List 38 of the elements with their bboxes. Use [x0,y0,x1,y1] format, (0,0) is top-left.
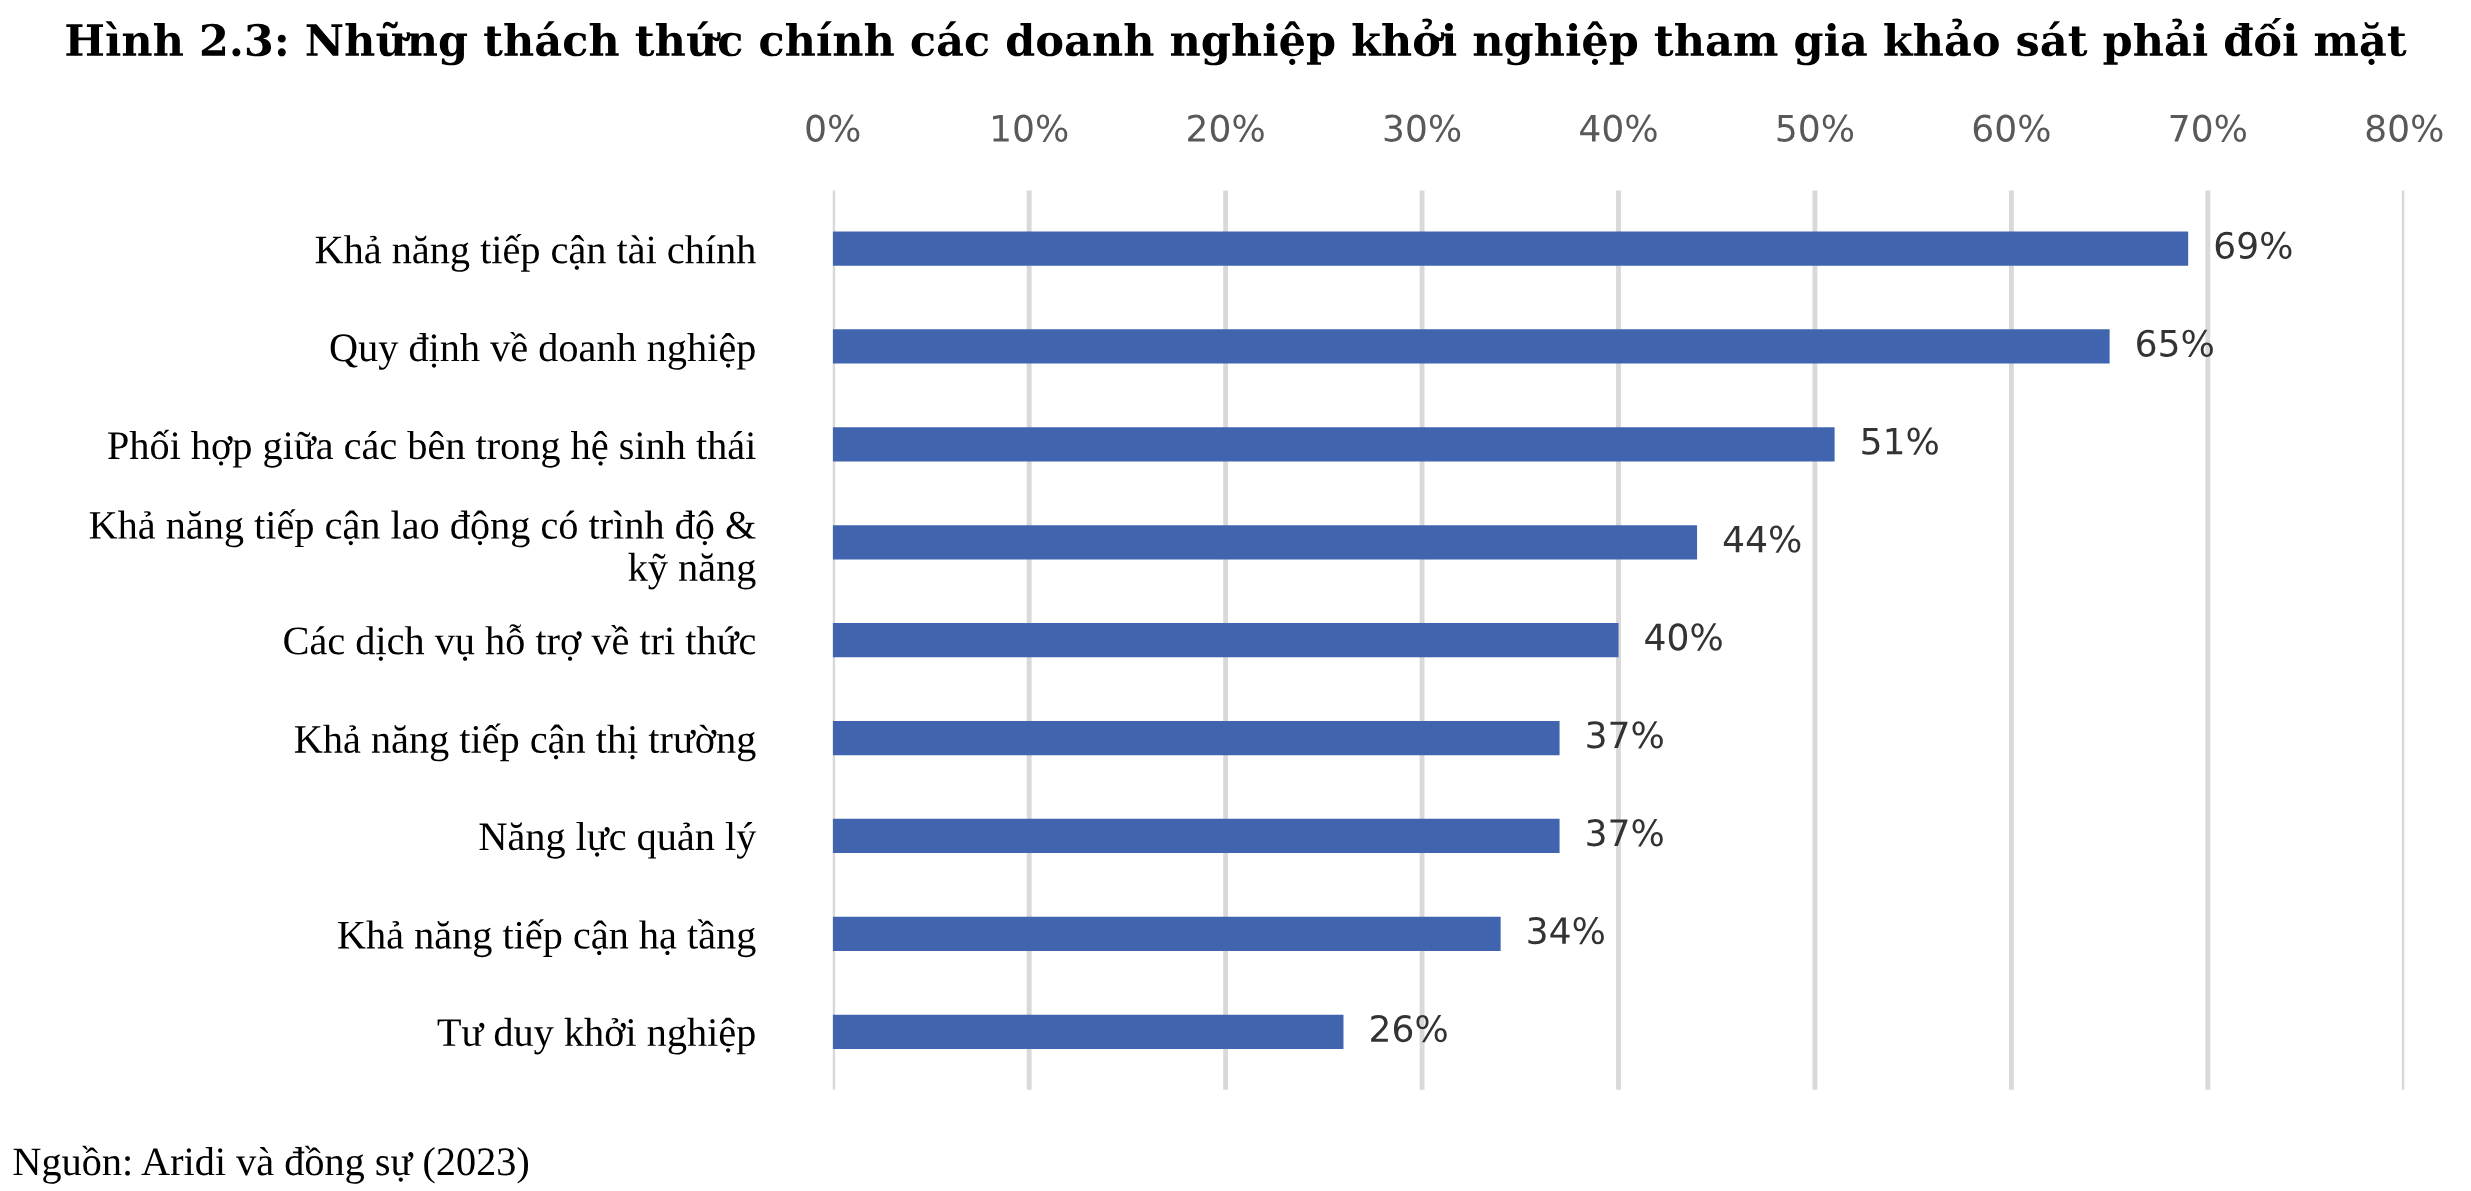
x-tick-label: 0% [806,114,860,142]
bar [832,720,1560,756]
y-tick-label: Khả năng tiếp cận thị trường [294,723,756,762]
data-label: 40% [1645,623,1722,651]
y-tick-label: Khả năng tiếp cận hạ tầng [338,919,756,958]
y-tick-label: Quy định về doanh nghiệp [330,331,755,370]
chart-title: Hình 2.3: Những thách thức chính các doanh nghiệp khởi nghiệp tham gia khảo sát phải đối mặt [66,18,2407,66]
x-tick-label: 20% [1188,114,1264,142]
data-label: 34% [1528,917,1604,945]
y-tick-label: Khả năng tiếp cận tài chính [315,233,756,272]
bar [832,818,1560,854]
x-tick-label: 50% [1777,114,1854,142]
x-tick-label: 60% [1973,114,2050,142]
bar [832,1014,1344,1049]
y-tick-label: Phối hợp giữa các bên trong hệ sinh thái [108,429,756,468]
y-tick-label: Khả năng tiếp cận lao động có trình độ & kỹ năng [89,509,756,590]
x-tick-label: 30% [1384,114,1461,142]
data-label: 65% [2137,329,2213,357]
bar [832,231,2189,266]
data-label: 37% [1587,819,1663,847]
data-label: 51% [1862,427,1938,455]
data-label: 44% [1723,525,1801,553]
bar [832,623,1619,658]
bar [832,916,1501,951]
bar [832,525,1698,560]
x-tick-label: 70% [2170,114,2246,142]
data-label: 26% [1371,1014,1447,1043]
data-label: 69% [2215,231,2292,260]
bar [832,427,1835,462]
x-tick-label: 80% [2366,114,2443,142]
x-tick-label: 40% [1580,114,1657,142]
bar [832,329,2110,364]
y-tick-label: Năng lực quản lý [479,821,757,859]
text: Nguồn: Aridi và đồng sự (2023) [13,1145,529,1184]
data-label: 37% [1587,721,1663,749]
x-tick-label: 10% [993,114,1068,142]
y-tick-label: Các dịch vụ hỗ trợ về tri thức [284,624,756,661]
y-tick-label: Tư duy khởi nghiệp [437,1017,755,1055]
